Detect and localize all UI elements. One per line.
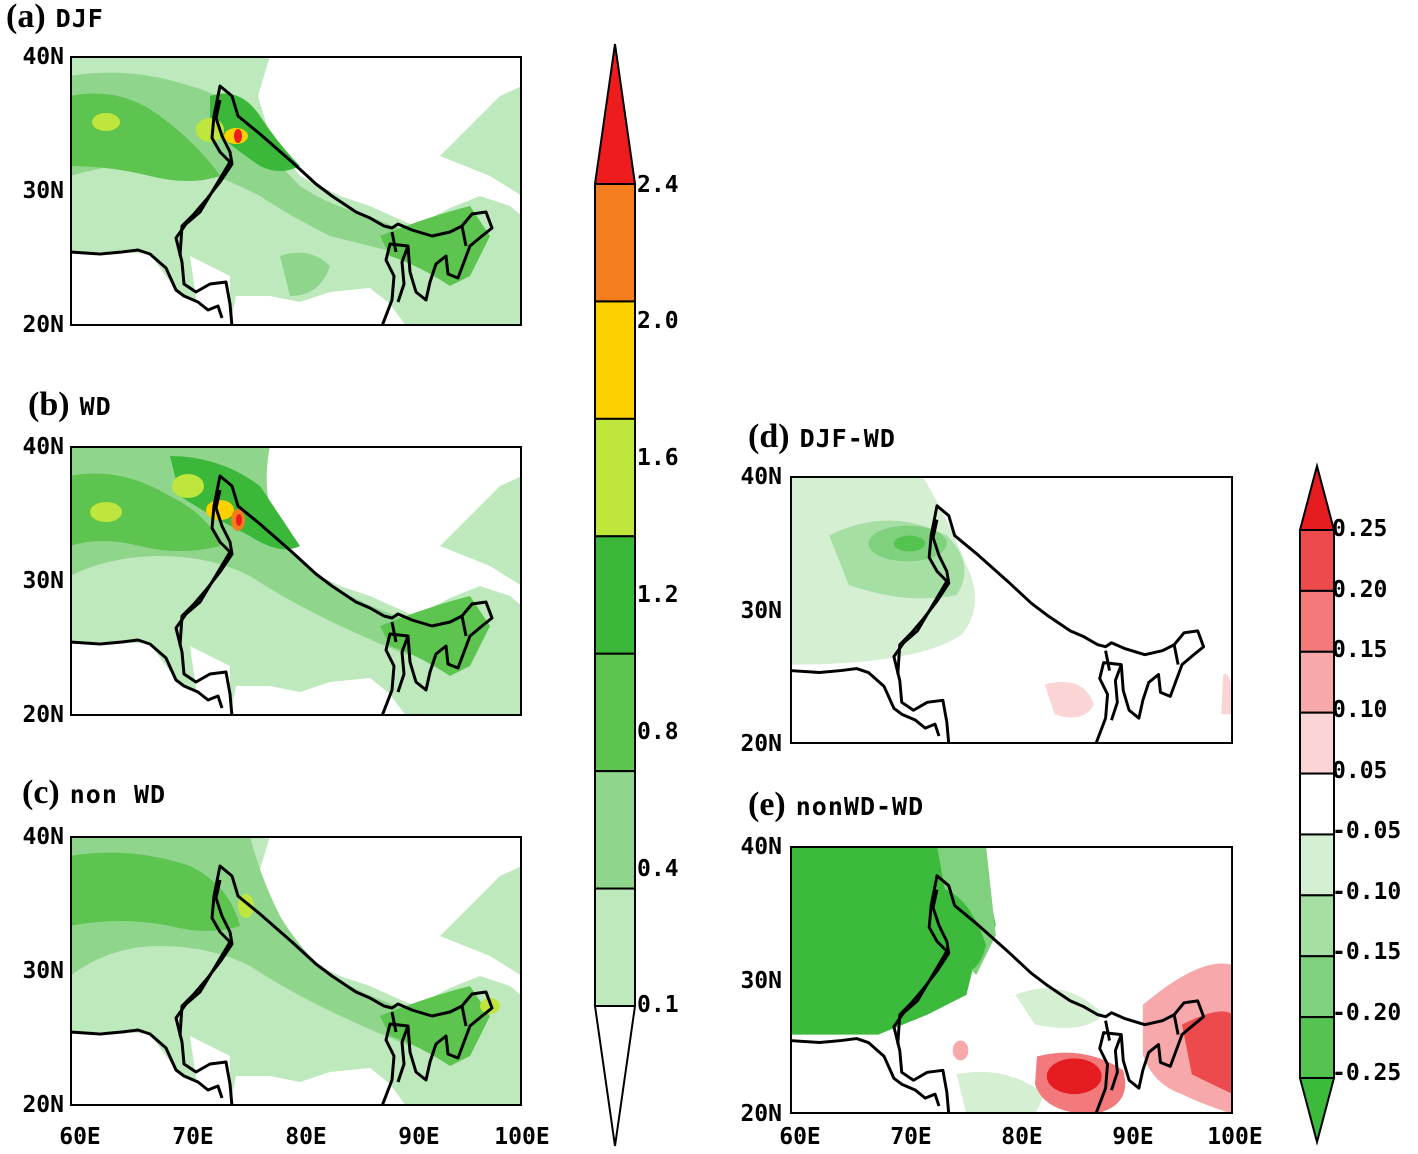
lon-label-100e: 100E (494, 1124, 550, 1150)
lat-label-40n: 40N (22, 434, 64, 460)
lat-label-20n: 20N (740, 731, 782, 757)
panel-title-b: (b) WD (28, 386, 112, 424)
panel-label: (d) (748, 418, 790, 455)
panel-name: DJF (55, 4, 104, 33)
lon-label-80e: 80E (285, 1124, 327, 1150)
colorbar-diff (1298, 462, 1336, 1146)
colorbar-diff-label: -0.10 (1332, 879, 1402, 905)
colorbar-main-segment (594, 770, 636, 890)
colorbar-diff-label: 0.10 (1332, 697, 1388, 723)
map-panel-e (790, 846, 1233, 1114)
colorbar-main-segment (594, 535, 636, 655)
lon-label-70e: 70E (890, 1124, 932, 1150)
colorbar-main-segment (594, 417, 636, 538)
lat-label-30n: 30N (22, 568, 64, 594)
lat-label-30n: 30N (22, 178, 64, 204)
panel-name: nonWD-WD (795, 792, 925, 821)
colorbar-main-label: 0.1 (637, 992, 679, 1018)
colorbar-main-label: 2.4 (637, 172, 679, 198)
colorbar-diff-label: -0.15 (1332, 939, 1402, 965)
panel-title-c: (c) non WD (22, 774, 166, 812)
lon-label-90e: 90E (1112, 1124, 1154, 1150)
panel-label: (a) (6, 0, 46, 35)
map-panel-c (70, 836, 522, 1106)
lat-label-20n: 20N (22, 312, 64, 338)
panel-name: WD (79, 392, 112, 421)
colorbar-diff-label: 0.20 (1332, 577, 1388, 603)
lat-label-30n: 30N (22, 958, 64, 984)
lat-label-20n: 20N (22, 702, 64, 728)
colorbar-main-label: 0.8 (637, 719, 679, 745)
panel-label: (e) (748, 786, 786, 823)
colorbar-main (593, 43, 637, 1147)
colorbar-diff-segment (1299, 1016, 1335, 1079)
lat-label-20n: 20N (740, 1101, 782, 1127)
colorbar-diff-label: -0.05 (1332, 818, 1402, 844)
colorbar-diff-label: -0.25 (1332, 1060, 1402, 1086)
colorbar-diff-segment (1299, 772, 1335, 836)
colorbar-main-label: 0.4 (637, 856, 679, 882)
colorbar-diff-segment (1299, 955, 1335, 1019)
colorbar-diff-label: 0.15 (1332, 637, 1388, 663)
lat-label-40n: 40N (740, 834, 782, 860)
panel-name: non WD (69, 780, 167, 809)
colorbar-bottom-arrow (593, 1005, 637, 1147)
map-panel-b (70, 446, 522, 716)
colorbar-diff-label: 0.05 (1332, 758, 1388, 784)
lat-label-40n: 40N (22, 44, 64, 70)
panel-label: (b) (28, 386, 70, 423)
colorbar-main-label: 1.2 (637, 582, 679, 608)
colorbar-main-segment (594, 183, 636, 303)
map-panel-a (70, 56, 522, 326)
colorbar-diff-segment (1299, 529, 1335, 592)
lat-label-20n: 20N (22, 1092, 64, 1118)
panel-title-a: (a) DJF (6, 0, 104, 36)
lat-label-30n: 30N (740, 598, 782, 624)
colorbar-main-segment (594, 887, 636, 1007)
colorbar-diff-segment (1299, 589, 1335, 653)
colorbar-diff-label: -0.20 (1332, 1000, 1402, 1026)
colorbar-diff-segment (1299, 650, 1335, 714)
colorbar-diff-segment (1299, 833, 1335, 897)
colorbar-main-segment (594, 300, 636, 420)
colorbar-bottom-arrow (1298, 1077, 1336, 1146)
lon-label-80e: 80E (1001, 1124, 1043, 1150)
lon-label-60e: 60E (779, 1124, 821, 1150)
panel-title-d: (d) DJF-WD (748, 418, 896, 456)
colorbar-top-arrow (1298, 462, 1336, 531)
lon-label-70e: 70E (172, 1124, 214, 1150)
lat-label-30n: 30N (740, 968, 782, 994)
colorbar-diff-segment (1299, 894, 1335, 958)
colorbar-main-segment (594, 652, 636, 773)
colorbar-top-arrow (593, 43, 637, 185)
lon-label-90e: 90E (398, 1124, 440, 1150)
colorbar-diff-segment (1299, 711, 1335, 775)
panel-label: (c) (22, 774, 60, 811)
lon-label-60e: 60E (59, 1124, 101, 1150)
lat-label-40n: 40N (22, 824, 64, 850)
lon-label-100e: 100E (1207, 1124, 1263, 1150)
panel-name: DJF-WD (799, 424, 896, 453)
colorbar-main-label: 1.6 (637, 445, 679, 471)
panel-title-e: (e) nonWD-WD (748, 786, 924, 824)
colorbar-main-label: 2.0 (637, 308, 679, 334)
colorbar-diff-label: 0.25 (1332, 516, 1388, 542)
lat-label-40n: 40N (740, 464, 782, 490)
map-panel-d (790, 476, 1233, 744)
